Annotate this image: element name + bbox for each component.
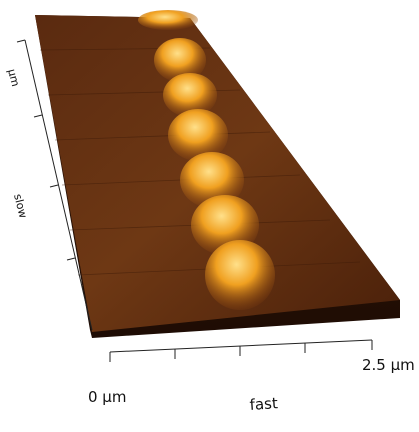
slow-title: slow xyxy=(11,193,30,220)
surface xyxy=(35,10,400,338)
slow-end-label: µm xyxy=(5,68,22,88)
fast-end-label: 2.5 µm xyxy=(362,356,415,374)
afm-3d-view: 0 µm 2.5 µm fast µm slow xyxy=(0,0,419,432)
fast-start-label: 0 µm xyxy=(88,388,126,406)
fast-axis xyxy=(110,340,372,362)
fast-title: fast xyxy=(249,394,278,414)
